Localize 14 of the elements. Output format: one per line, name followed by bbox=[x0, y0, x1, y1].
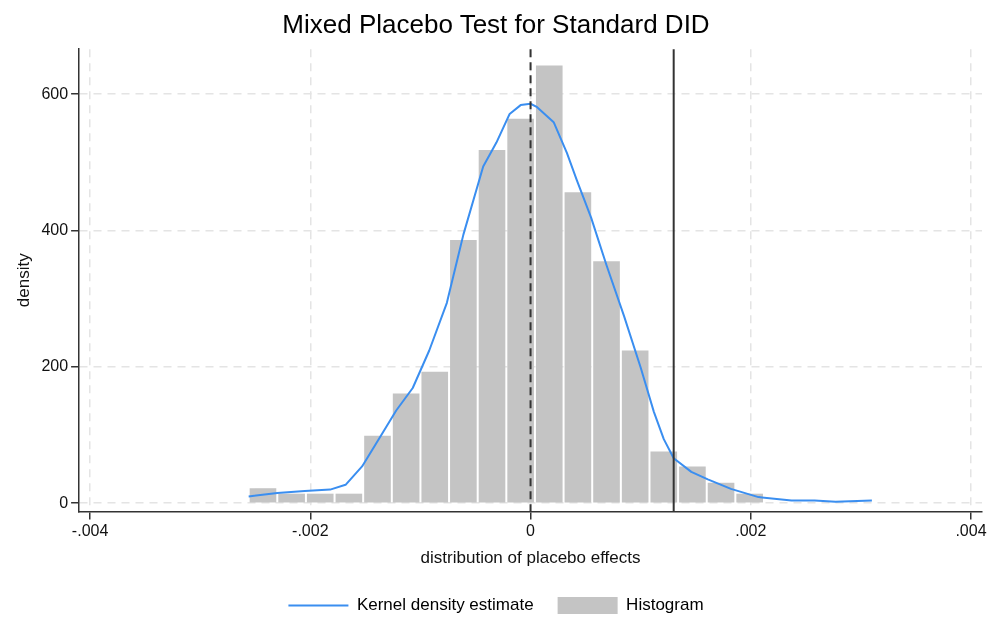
chart-title: Mixed Placebo Test for Standard DID bbox=[282, 8, 710, 39]
y-tick-label: 0 bbox=[59, 493, 69, 511]
x-tick-label: 0 bbox=[526, 522, 536, 540]
x-tick-label: .004 bbox=[955, 522, 987, 540]
legend-label: Histogram bbox=[626, 595, 704, 615]
y-tick-label: 400 bbox=[41, 220, 69, 238]
x-tick-label: .002 bbox=[735, 522, 767, 540]
y-tick-label: 200 bbox=[41, 357, 69, 375]
x-axis-title: distribution of placebo effects bbox=[420, 548, 641, 568]
x-tick-label: -.004 bbox=[71, 522, 109, 540]
y-axis-title: density bbox=[13, 252, 33, 308]
legend-label: Kernel density estimate bbox=[356, 595, 534, 615]
x-tick-label: -.002 bbox=[292, 522, 329, 540]
y-tick-label: 600 bbox=[41, 84, 69, 102]
